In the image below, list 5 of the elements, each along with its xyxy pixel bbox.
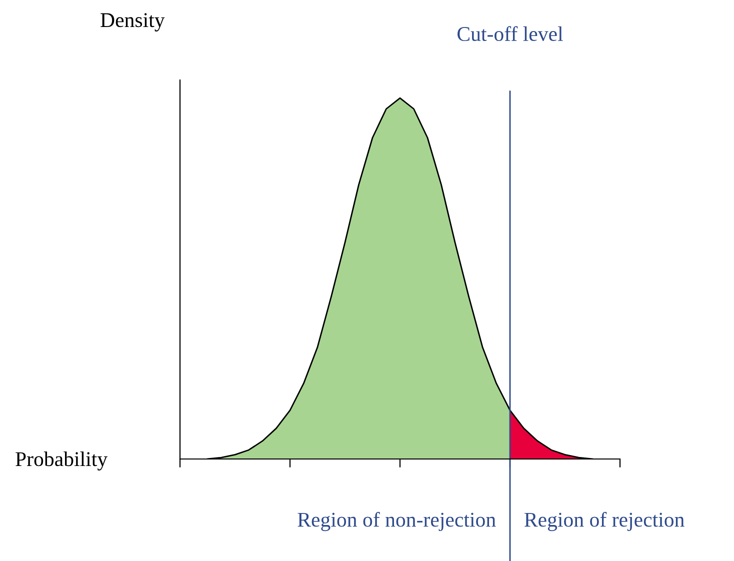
text: Region of non-rejection — [298, 512, 496, 532]
y-axis-title: Density — [100, 13, 165, 32]
text: Region of rejection — [524, 512, 684, 532]
x-axis-title: Probability — [16, 452, 108, 470]
text: Cut-off level — [458, 26, 563, 42]
